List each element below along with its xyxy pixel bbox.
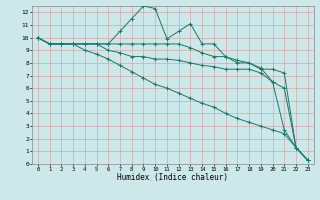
X-axis label: Humidex (Indice chaleur): Humidex (Indice chaleur)	[117, 173, 228, 182]
